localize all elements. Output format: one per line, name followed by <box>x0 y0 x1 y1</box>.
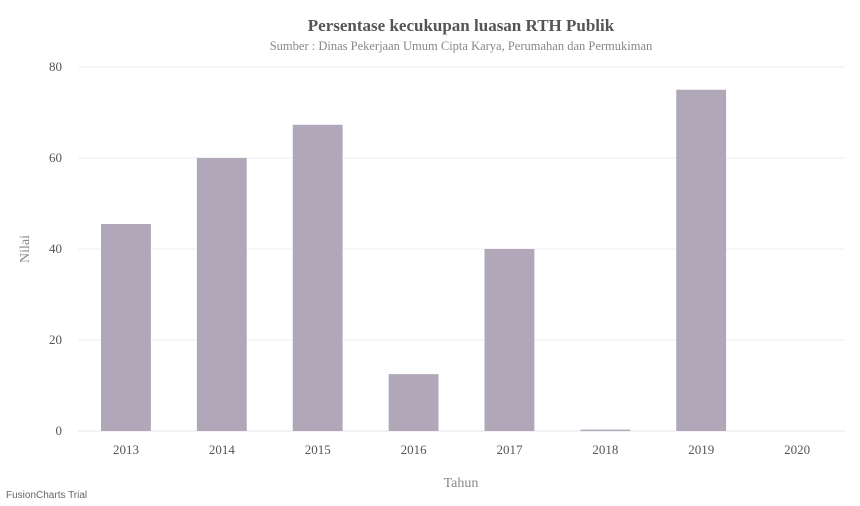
y-tick-label: 80 <box>49 59 62 74</box>
bar-2013[interactable] <box>101 223 151 431</box>
x-tick-label-2016: 2016 <box>401 442 428 457</box>
gridlines <box>78 66 845 432</box>
x-axis-title: Tahun <box>444 476 479 491</box>
chart-subtitle: Sumber : Dinas Pekerjaan Umum Cipta Kary… <box>270 39 653 53</box>
bar-2018[interactable] <box>580 429 631 431</box>
y-tick-label: 20 <box>49 332 62 347</box>
x-tick-label-2017: 2017 <box>496 442 523 457</box>
x-tick-label-2014: 2014 <box>209 442 236 457</box>
bar-2016[interactable] <box>388 374 439 431</box>
bars <box>101 89 727 431</box>
chart-title: Persentase kecukupan luasan RTH Publik <box>308 16 615 35</box>
bar-2014[interactable] <box>196 158 247 431</box>
x-tick-label-2020: 2020 <box>784 442 810 457</box>
y-axis-title: Nilai <box>18 235 33 263</box>
watermark-text: FusionCharts Trial <box>6 490 87 501</box>
x-tick-label-2019: 2019 <box>688 442 714 457</box>
bar-2017[interactable] <box>484 249 535 431</box>
x-axis-ticks: 2013 2014 2015 2016 2017 2018 2019 2020 <box>113 442 810 457</box>
bar-2019[interactable] <box>676 89 727 431</box>
y-axis-ticks: 0 20 40 60 80 <box>49 59 62 438</box>
x-tick-label-2015: 2015 <box>305 442 331 457</box>
x-tick-label-2018: 2018 <box>592 442 618 457</box>
x-tick-label-2013: 2013 <box>113 442 139 457</box>
y-tick-label: 0 <box>56 423 63 438</box>
y-tick-label: 40 <box>49 241 62 256</box>
bar-2015[interactable] <box>292 124 343 431</box>
y-tick-label: 60 <box>49 150 62 165</box>
